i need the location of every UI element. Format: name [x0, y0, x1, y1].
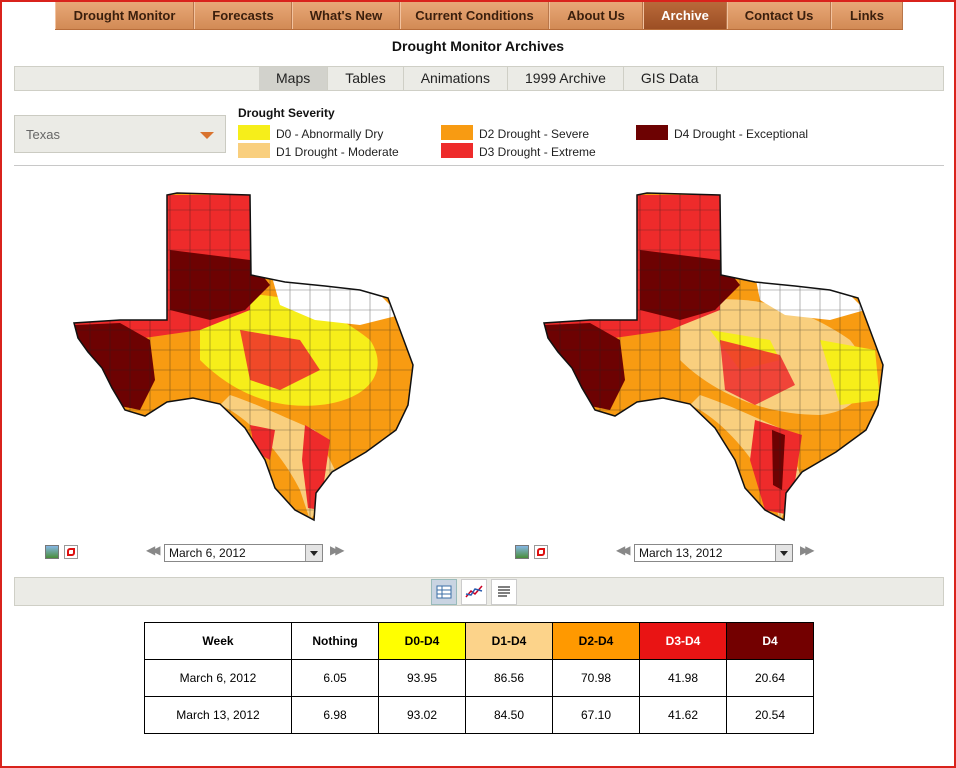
legend-swatch-d3	[441, 143, 473, 158]
legend-label-d3: D3 Drought - Extreme	[479, 145, 596, 159]
nav-links[interactable]: Links	[831, 2, 903, 29]
map-1-date-value: March 6, 2012	[169, 546, 246, 560]
double-left-arrow-icon[interactable]: ◀◀	[146, 543, 161, 557]
texas-drought-map-2	[543, 192, 884, 522]
text-view-icon[interactable]	[491, 579, 517, 605]
state-dropdown[interactable]: Texas	[14, 115, 226, 153]
map-2-date-select[interactable]: March 13, 2012	[634, 544, 793, 562]
texas-drought-map-1	[73, 192, 414, 522]
header-nothing: Nothing	[291, 622, 379, 660]
header-d2-d4: D2-D4	[552, 622, 640, 660]
view-toolbar	[14, 577, 944, 606]
chevron-down-icon	[200, 132, 214, 139]
legend-swatch-d4	[636, 125, 668, 140]
legend-swatch-d2	[441, 125, 473, 140]
chevron-down-icon	[305, 545, 322, 561]
double-left-arrow-icon[interactable]: ◀◀	[616, 543, 631, 557]
table-row: March 13, 2012 6.98 93.02 84.50 67.10 41…	[144, 696, 814, 734]
cell-d1-d4: 86.56	[465, 659, 553, 697]
header-d3-d4: D3-D4	[639, 622, 727, 660]
double-right-arrow-icon[interactable]: ▶▶	[330, 543, 345, 557]
tab-animations[interactable]: Animations	[404, 67, 508, 90]
tab-gis-data[interactable]: GIS Data	[624, 67, 717, 90]
image-icon[interactable]	[515, 545, 529, 559]
nav-about-us[interactable]: About Us	[549, 2, 643, 29]
legend-label-d2: D2 Drought - Severe	[479, 127, 590, 141]
cell-nothing: 6.05	[291, 659, 379, 697]
cell-d2-d4: 70.98	[552, 659, 640, 697]
cell-d4: 20.54	[726, 696, 814, 734]
cell-week: March 13, 2012	[144, 696, 292, 734]
cell-d3-d4: 41.62	[639, 696, 727, 734]
tab-1999-archive[interactable]: 1999 Archive	[508, 67, 624, 90]
header-d4: D4	[726, 622, 814, 660]
map-2-date-value: March 13, 2012	[639, 546, 723, 560]
legend-label-d4: D4 Drought - Exceptional	[674, 127, 809, 141]
legend-swatch-d1	[238, 143, 270, 158]
double-right-arrow-icon[interactable]: ▶▶	[800, 543, 815, 557]
nav-forecasts[interactable]: Forecasts	[194, 2, 292, 29]
nav-archive[interactable]: Archive	[643, 2, 727, 29]
image-icon[interactable]	[45, 545, 59, 559]
header-week: Week	[144, 622, 292, 660]
page-title: Drought Monitor Archives	[391, 38, 565, 54]
cell-week: March 6, 2012	[144, 659, 292, 697]
legend-title: Drought Severity	[238, 106, 335, 120]
table-view-icon[interactable]	[431, 579, 457, 605]
top-nav: Drought Monitor Forecasts What's New Cur…	[55, 2, 903, 30]
map-1-date-select[interactable]: March 6, 2012	[164, 544, 323, 562]
cell-d3-d4: 41.98	[639, 659, 727, 697]
tab-maps[interactable]: Maps	[259, 67, 329, 90]
state-dropdown-value: Texas	[26, 127, 60, 142]
cell-d0-d4: 93.02	[378, 696, 466, 734]
legend-label-d0: D0 - Abnormally Dry	[276, 127, 384, 141]
drought-stats-table: Week Nothing D0-D4 D1-D4 D2-D4 D3-D4 D4 …	[144, 622, 814, 734]
cell-d4: 20.64	[726, 659, 814, 697]
chevron-down-icon	[775, 545, 792, 561]
sub-tab-bar: Maps Tables Animations 1999 Archive GIS …	[14, 66, 944, 91]
nav-contact-us[interactable]: Contact Us	[727, 2, 831, 29]
cell-d2-d4: 67.10	[552, 696, 640, 734]
pdf-icon[interactable]	[534, 545, 548, 559]
table-header-row: Week Nothing D0-D4 D1-D4 D2-D4 D3-D4 D4	[144, 622, 814, 660]
tab-tables[interactable]: Tables	[328, 67, 404, 90]
cell-nothing: 6.98	[291, 696, 379, 734]
header-d1-d4: D1-D4	[465, 622, 553, 660]
cell-d0-d4: 93.95	[378, 659, 466, 697]
chart-view-icon[interactable]	[461, 579, 487, 605]
nav-drought-monitor[interactable]: Drought Monitor	[55, 2, 194, 29]
cell-d1-d4: 84.50	[465, 696, 553, 734]
divider	[14, 165, 944, 166]
header-d0-d4: D0-D4	[378, 622, 466, 660]
legend-swatch-d0	[238, 125, 270, 140]
pdf-icon[interactable]	[64, 545, 78, 559]
table-row: March 6, 2012 6.05 93.95 86.56 70.98 41.…	[144, 659, 814, 697]
nav-current-conditions[interactable]: Current Conditions	[400, 2, 549, 29]
legend-label-d1: D1 Drought - Moderate	[276, 145, 399, 159]
nav-whats-new[interactable]: What's New	[292, 2, 400, 29]
